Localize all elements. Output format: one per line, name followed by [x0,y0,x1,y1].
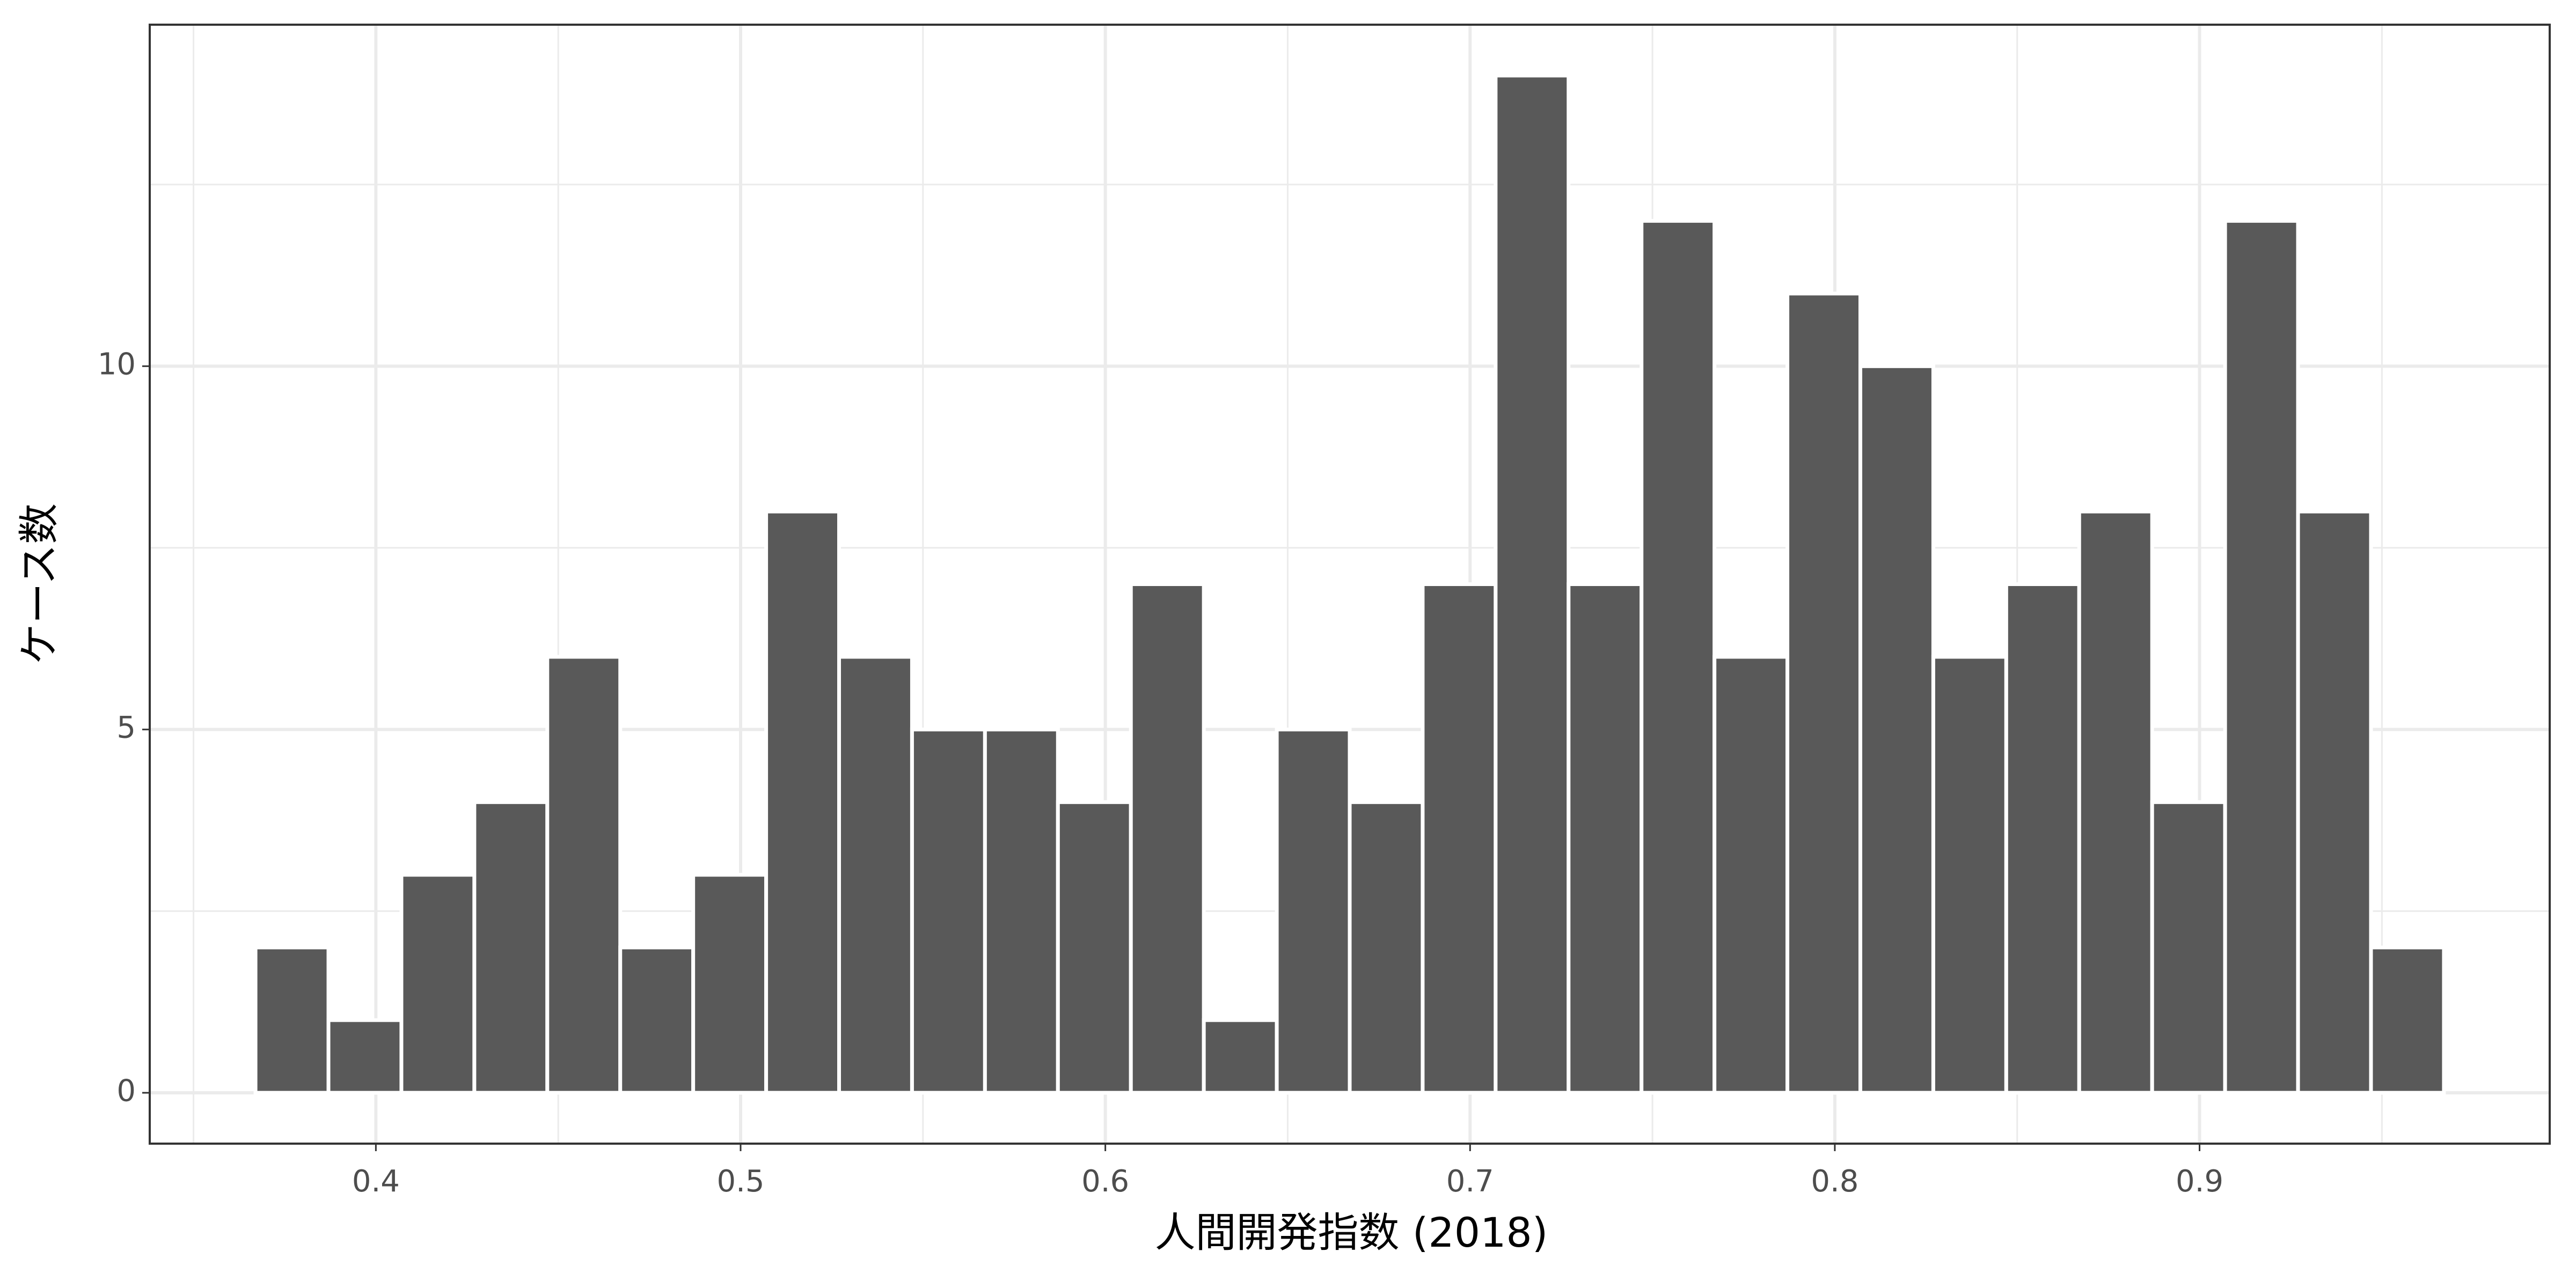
bar [1785,291,1862,1095]
bar [545,655,623,1095]
y-tick-label: 10 [98,347,136,382]
bar [2150,800,2227,1095]
x-tick-label: 0.8 [1811,1164,1858,1199]
x-tick-label: 0.6 [1081,1164,1129,1199]
bar [472,800,550,1095]
bar [691,873,769,1095]
bar [618,945,696,1095]
y-tick-label: 0 [116,1073,136,1108]
x-axis-title: 人間開発指数 (2018) [1155,1209,1548,1256]
bar [910,727,987,1095]
bar [1494,74,1571,1095]
bar [983,727,1060,1095]
bar [2077,509,2154,1095]
bar [1858,364,1935,1095]
bar [1640,219,1717,1095]
bar [2296,509,2373,1095]
bar [2369,945,2446,1095]
bar [2223,219,2300,1095]
bar [1202,1018,1279,1095]
bar [1931,655,2008,1095]
bar [764,509,841,1095]
bar [399,873,477,1095]
bar [1056,800,1133,1095]
bar [1713,655,1790,1095]
bar [1275,727,1352,1095]
bar [326,1018,404,1095]
bar [837,655,914,1095]
bar [1421,582,1498,1095]
x-tick-label: 0.5 [716,1164,764,1199]
panel-border [149,24,2551,1145]
x-tick-label: 0.4 [352,1164,400,1199]
x-tick-label: 0.7 [1446,1164,1494,1199]
bar [1129,582,1206,1095]
x-tick-label: 0.9 [2176,1164,2223,1199]
bar [253,945,331,1095]
bar [1567,582,1644,1095]
bar [2004,582,2081,1095]
y-axis-title: ケース数 [15,503,63,664]
bar [1348,800,1425,1095]
y-tick-label: 5 [116,710,136,745]
